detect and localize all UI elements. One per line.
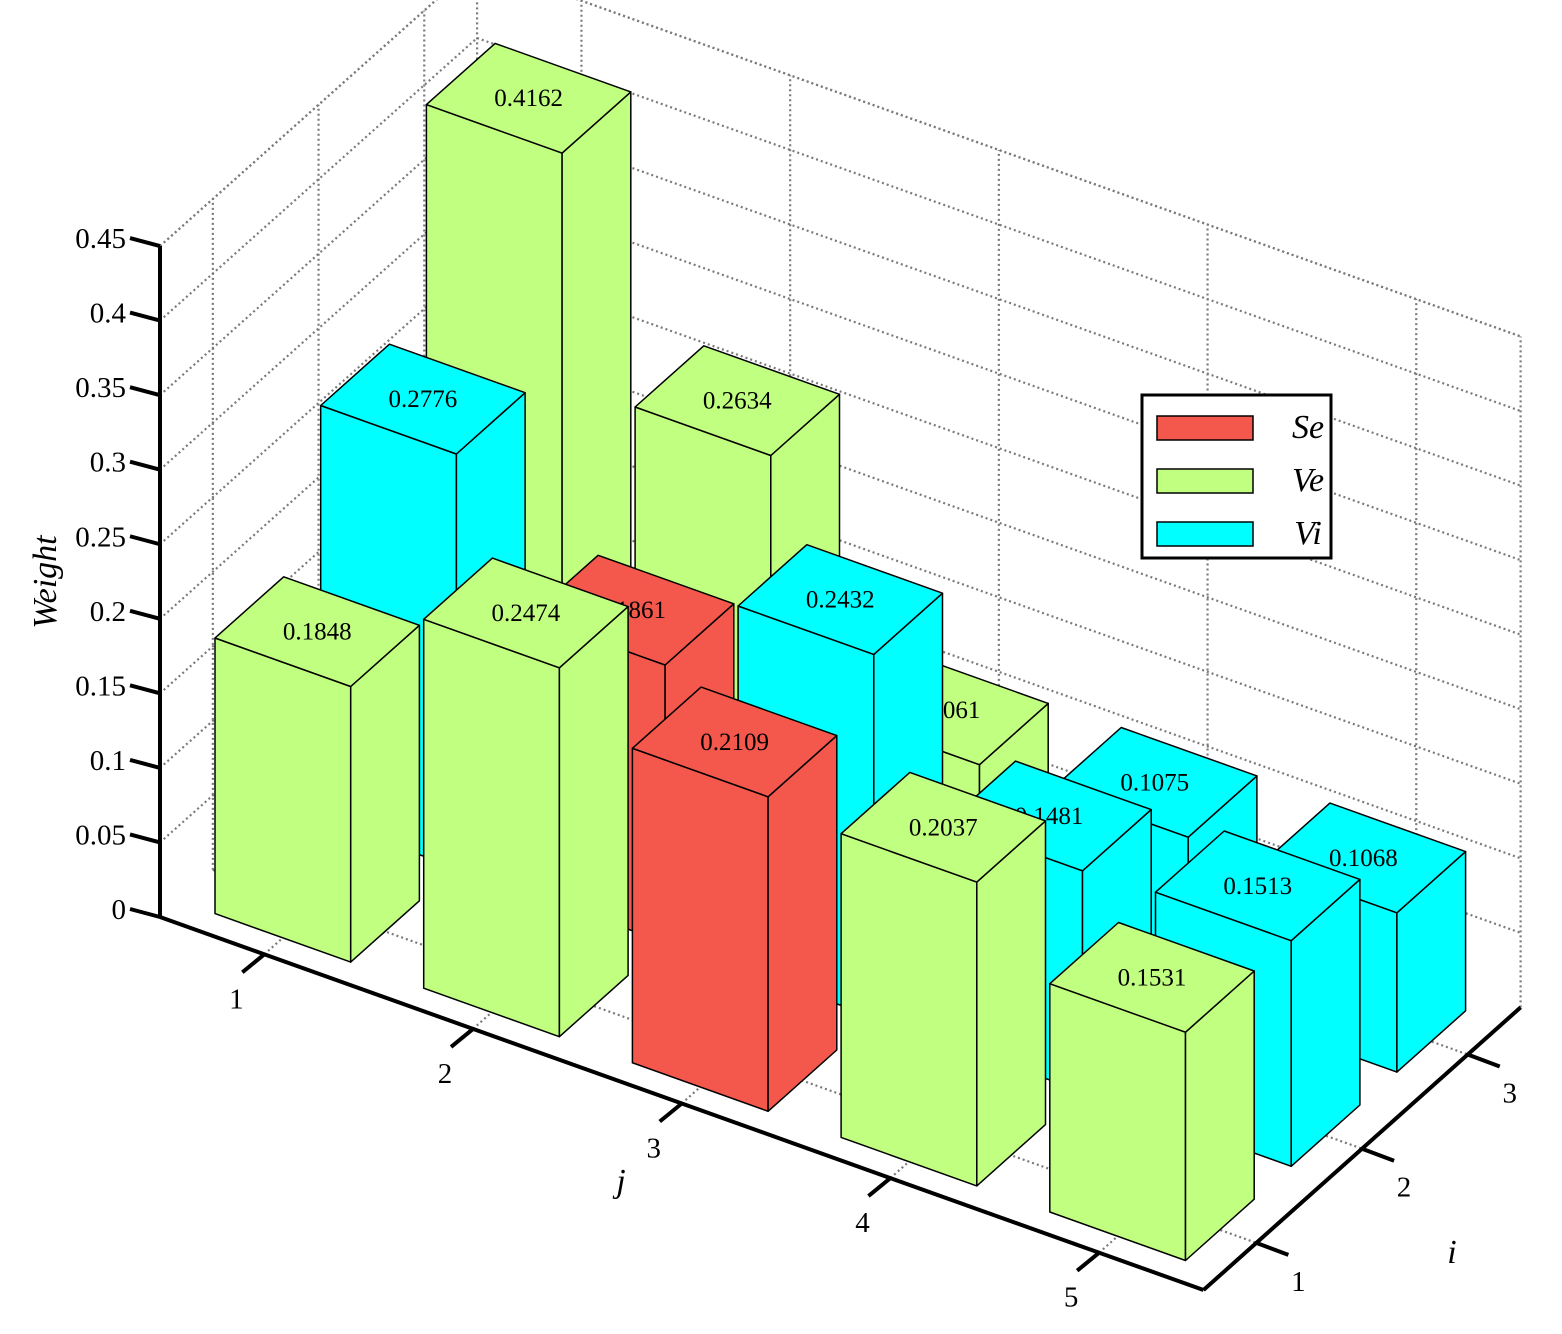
bar-side-face <box>767 734 838 1113</box>
bar: 0.1531 <box>1049 921 1255 1262</box>
grid-line-left-wall <box>159 186 478 471</box>
legend-label: Se <box>1292 409 1324 446</box>
bar-front-face <box>422 618 561 1038</box>
grid-line-left-wall <box>159 484 478 769</box>
bar-front-face <box>840 832 978 1187</box>
bar-side-face <box>558 605 629 1038</box>
z-tick-label: 0.3 <box>90 447 126 479</box>
j-axis-title: j <box>612 1163 625 1200</box>
grid-line-top-left <box>159 0 438 247</box>
z-tick-label: 0.15 <box>75 670 126 702</box>
z-tick <box>129 310 161 323</box>
grid-line-left-wall <box>159 559 478 844</box>
z-tick <box>129 385 161 398</box>
i-tick-label: 1 <box>1291 1266 1306 1298</box>
grid-line-left-wall <box>159 335 478 620</box>
bar-top-face <box>422 557 629 669</box>
z-tick-label: 0.25 <box>75 521 126 553</box>
bar-value-label: 0.2634 <box>703 388 772 415</box>
j-tick-label: 1 <box>229 983 244 1015</box>
bar-value-label: 0.1513 <box>1223 873 1292 900</box>
bar: 0.2109 <box>631 686 838 1113</box>
bar-value-label: 0.2474 <box>492 600 561 627</box>
bar-side-face <box>976 820 1047 1187</box>
legend: Se Ve Vi <box>1140 393 1333 560</box>
grid-line-left-wall <box>159 409 478 695</box>
bars: 0.41620.26340.10610.10750.10680.27760.18… <box>214 42 1467 1262</box>
z-tick-label: 0.1 <box>90 745 126 777</box>
bar-value-label: 0.1531 <box>1118 964 1187 991</box>
z-tick-label: 0.05 <box>75 819 126 851</box>
bar-value-label: 0.4162 <box>494 85 563 112</box>
i-tick <box>1255 1241 1290 1257</box>
bar-value-label: 0.1068 <box>1329 845 1398 872</box>
j-tick <box>867 1176 892 1198</box>
bar-value-label: 0.1848 <box>283 619 352 646</box>
bar: 0.2474 <box>422 557 629 1038</box>
z-tick-label: 0 <box>112 894 127 926</box>
legend-swatch <box>1156 468 1254 494</box>
j-tick <box>658 1101 684 1124</box>
i-tick-label: 3 <box>1503 1078 1518 1110</box>
bar-value-label: 0.2776 <box>389 386 458 413</box>
bar: 0.1848 <box>214 576 421 963</box>
i-tick <box>1467 1052 1501 1069</box>
j-tick <box>241 952 266 974</box>
z-tick <box>129 757 161 770</box>
j-tick-label: 5 <box>1064 1282 1079 1314</box>
z-tick <box>129 907 161 919</box>
axes: 0 0.05 0.1 0.15 0.2 0.25 0.3 0.35 0.4 0.45 1 2 3 4 5 1 2… <box>75 223 1522 1314</box>
j-tick-label: 2 <box>438 1058 453 1090</box>
i-axis-title: i <box>1447 1234 1456 1271</box>
legend-swatch <box>1156 415 1254 441</box>
i-tick-label: 2 <box>1397 1172 1412 1204</box>
z-tick <box>129 683 161 696</box>
z-tick-label: 0.35 <box>75 372 126 404</box>
bar-value-label: 0.1075 <box>1120 769 1189 796</box>
bar-top-face <box>631 686 838 798</box>
j-tick-label: 3 <box>647 1133 662 1165</box>
z-tick <box>129 608 161 621</box>
bar-top-face <box>319 343 526 455</box>
legend-swatch <box>1156 521 1254 547</box>
bar-top-face <box>737 543 944 656</box>
legend-label: Vi <box>1294 515 1322 552</box>
bar: 0.2037 <box>840 771 1047 1187</box>
bar-top-face <box>1154 830 1361 942</box>
j-tick <box>449 1027 475 1049</box>
bar-value-label: 0.2037 <box>909 814 978 841</box>
bar-top-face <box>214 576 421 688</box>
i-tick <box>1361 1146 1395 1163</box>
z-tick-label: 0.4 <box>90 298 127 330</box>
z-tick <box>129 236 161 248</box>
z-tick <box>129 459 161 472</box>
bar-value-label: 0.2432 <box>806 587 875 614</box>
grid-line-left-wall <box>159 260 478 546</box>
z-tick-label: 0.2 <box>90 596 126 628</box>
bar-value-label: 0.2109 <box>700 729 769 756</box>
bar-front-face <box>214 637 352 963</box>
z-tick-label: 0.45 <box>75 223 126 255</box>
j-tick <box>1075 1251 1101 1273</box>
z-axis-title: Weight <box>27 534 64 629</box>
z-tick <box>129 534 161 547</box>
bar-top-face <box>425 42 632 154</box>
j-tick-label: 4 <box>855 1207 870 1239</box>
bar-top-face <box>634 345 841 457</box>
bar-top-face <box>840 771 1047 883</box>
bar-top-face <box>1049 921 1255 1033</box>
legend-label: Ve <box>1292 462 1324 499</box>
bar-front-face <box>631 747 769 1113</box>
z-tick <box>129 832 161 845</box>
